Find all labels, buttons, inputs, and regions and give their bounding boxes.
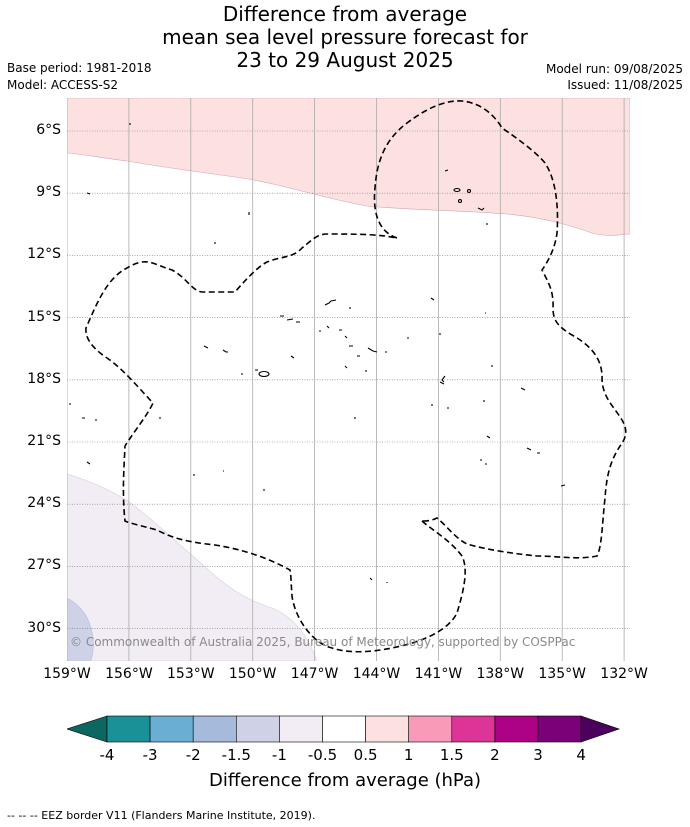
map-svg [67,98,630,661]
latitude-label: 21°S [27,433,61,449]
colorbar-tick-label: 1.5 [439,746,464,764]
copyright-notice: © Commonwealth of Australia 2025, Bureau… [70,635,576,649]
map-gridlines [67,98,630,661]
colorbar-bin [365,715,410,743]
positive-anomaly-region [67,98,630,236]
colorbar-tick-label: 1 [403,746,414,764]
colorbar-bin [494,715,539,743]
longitude-label: 159°W [43,666,91,682]
latitude-label: 30°S [27,619,61,636]
colorbar-tick-label: -2 [185,746,201,764]
colorbar-tick-label: 4 [576,746,586,764]
colorbar-bin [451,715,496,743]
colorbar-low-extension [67,715,108,743]
colorbar-bin [408,715,453,743]
longitude-label: 153°W [167,666,215,682]
latitude-label: 6°S [36,122,61,138]
colorbar-tick-label: -4 [99,746,115,764]
model-run: Model run: 09/08/2025 [545,62,683,76]
colorbar-bin [537,715,582,743]
model-name: Model: ACCESS-S2 [7,78,119,92]
islands [69,123,566,583]
longitude-label: 141°W [414,666,463,682]
longitude-label: 132°W [600,666,648,682]
colorbar-tick-label: -3 [142,746,158,764]
colorbar-title: Difference from average (hPa) [208,770,482,791]
longitude-label: 156°W [105,666,153,682]
longitude-label: 147°W [290,666,339,682]
eez-footnote: -- -- -- EEZ border V11 (Flanders Marine… [7,809,316,822]
longitude-label: 138°W [476,666,525,682]
colorbar-tick-label: 0.5 [353,746,378,764]
colorbar-bin [192,715,237,743]
latitude-label: 12°S [27,246,61,263]
colorbar-bin [236,715,280,743]
issued-date: Issued: 11/08/2025 [567,78,683,92]
colorbar-bin [279,715,323,743]
colorbar-bin [149,715,194,743]
colorbar-tick-label: -1 [271,746,287,764]
latitude-label: 9°S [36,184,61,201]
colorbar-high-extension [580,715,621,743]
longitude-label: 135°W [538,666,586,682]
latitude-label: 18°S [27,370,61,387]
latitude-label: 15°S [27,308,61,325]
colorbar-tick-label: -1.5 [221,746,251,764]
colorbar-tick-label: 2 [490,746,500,764]
title-line-3: 23 to 29 August 2025 [236,48,454,72]
title-line-2: mean sea level pressure forecast for [162,25,528,49]
map-panel [67,98,630,661]
latitude-label: 24°S [27,495,61,512]
latitude-label: 27°S [27,557,61,574]
base-period: Base period: 1981-2018 [7,61,152,75]
negative-anomaly-region [67,473,318,661]
strong-negative-anomaly-region [67,597,94,661]
colorbar-tick-label: -0.5 [307,746,338,764]
eez-border [85,100,627,653]
colorbar-tick-label: 3 [533,746,543,764]
longitude-label: 144°W [352,666,401,682]
longitude-label: 150°W [228,666,277,682]
colorbar [67,715,621,743]
colorbar-bin [322,715,366,743]
colorbar-bin [106,715,151,743]
title-line-1: Difference from average [222,2,468,26]
